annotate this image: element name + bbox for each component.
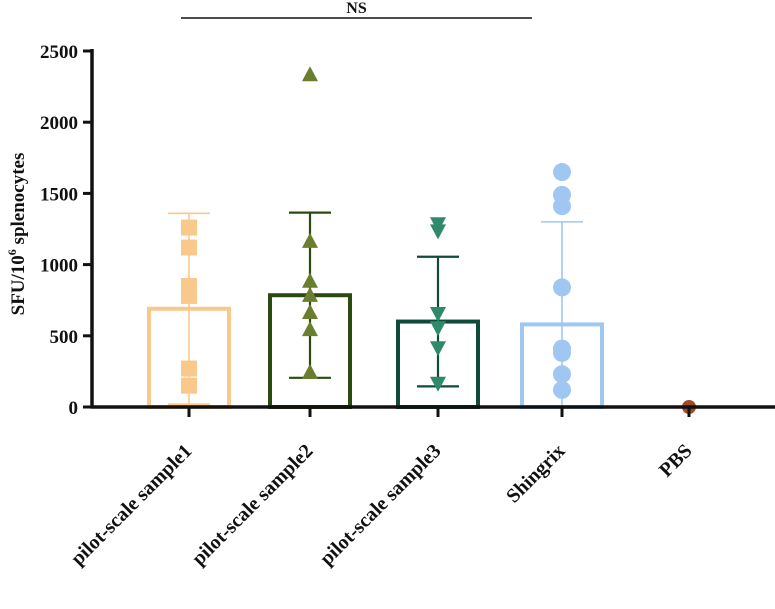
data-point	[302, 66, 318, 82]
y-tick-label: 2500	[40, 42, 78, 63]
data-point	[302, 286, 318, 302]
data-point	[553, 278, 571, 297]
data-point	[430, 341, 446, 357]
data-point	[430, 376, 446, 392]
axes	[90, 49, 775, 409]
x-tick-label: pilot-scale sample1	[67, 440, 197, 570]
bars	[147, 293, 604, 409]
y-tick-label: 0	[69, 398, 79, 419]
y-axis-label-suffix: splenocytes	[8, 153, 29, 250]
data-point	[302, 304, 318, 320]
x-tick-label: Shingrix	[502, 440, 569, 507]
data-point	[302, 272, 318, 288]
data-point	[302, 321, 318, 337]
data-point	[553, 163, 571, 182]
data-point	[553, 380, 571, 399]
data-point	[302, 232, 318, 248]
data-point	[430, 217, 446, 233]
data-point	[430, 307, 446, 323]
data-points	[181, 66, 696, 414]
data-point	[302, 363, 318, 379]
y-tick-label: 1000	[40, 256, 78, 277]
x-tick-label: pilot-scale sample2	[188, 440, 318, 570]
data-point	[553, 339, 571, 358]
data-point	[181, 239, 197, 256]
y-ticks: 0 500 1000 1500 2000 2500	[40, 42, 92, 419]
y-axis-label-superscript: 6	[5, 249, 19, 255]
y-tick-label: 2000	[40, 113, 78, 134]
y-axis-label-main: SFU/10	[8, 255, 29, 315]
y-tick-label: 1500	[40, 184, 78, 205]
y-axis-label: SFU/106 splenocytes	[5, 153, 29, 316]
data-point	[553, 365, 571, 384]
data-point	[181, 360, 197, 377]
data-point	[181, 219, 197, 236]
y-tick-label: 500	[50, 327, 79, 348]
significance-bracket: NS	[181, 0, 532, 19]
data-point	[430, 321, 446, 337]
data-point	[181, 277, 197, 294]
data-point	[181, 377, 197, 394]
data-point	[553, 185, 571, 204]
x-tick-label: pilot-scale sample3	[316, 440, 446, 570]
x-tick-label: PBS	[655, 440, 696, 481]
significance-label: NS	[346, 0, 367, 17]
